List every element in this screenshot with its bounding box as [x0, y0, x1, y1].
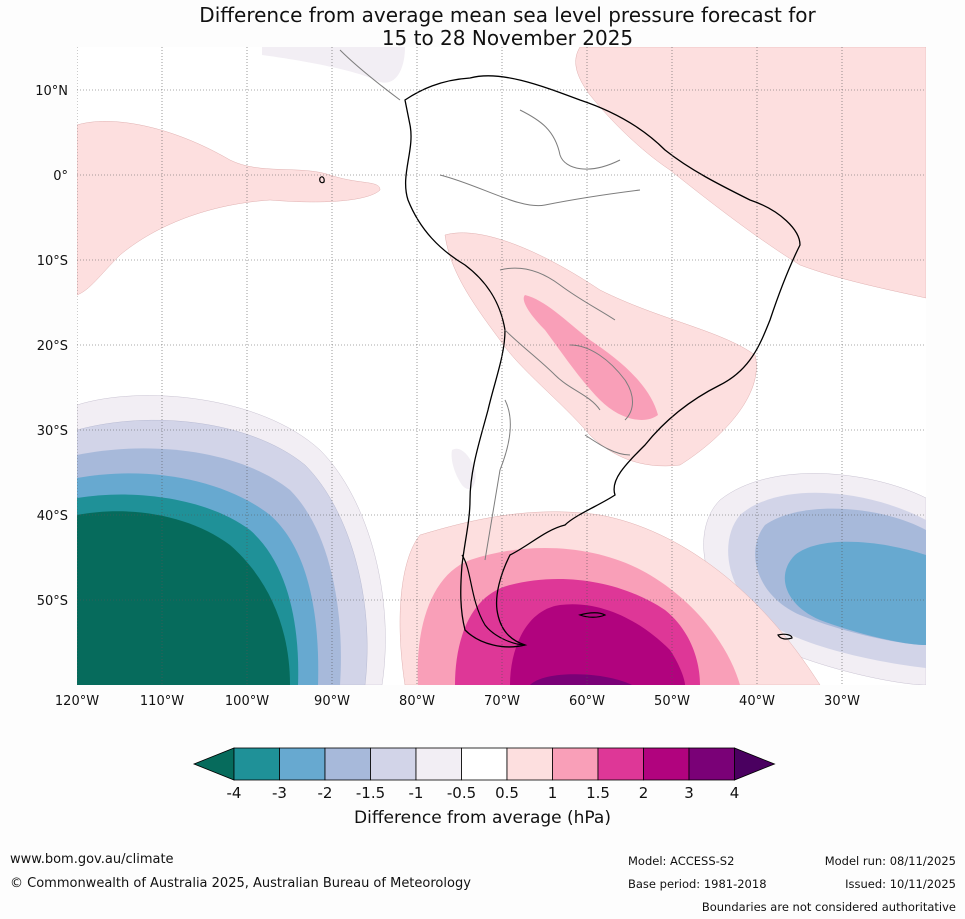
colorbar-tick-label: 1 — [548, 784, 558, 802]
colorbar-swatch — [688, 747, 735, 781]
latitude-gridlines — [77, 89, 926, 601]
country-boundaries — [339, 49, 641, 561]
colorbar-swatch — [552, 747, 599, 781]
lat-label: 30°S — [37, 424, 68, 439]
longitude-gridlines — [77, 47, 843, 685]
colorbar-swatch — [597, 747, 644, 781]
title-line-1: Difference from average mean sea level p… — [199, 3, 816, 27]
lat-label: 50°S — [37, 594, 68, 609]
colorbar-tick-label: 1.5 — [586, 784, 610, 802]
colorbar-extend-low — [192, 747, 235, 781]
latitude-labels: 10°N 0° 10°S 20°S 30°S 40°S 50°S — [35, 84, 68, 609]
lon-label: 90°W — [314, 694, 350, 709]
lon-label: 70°W — [484, 694, 520, 709]
colorbar-swatch — [279, 747, 326, 781]
colorbar-tick-label: 4 — [730, 784, 740, 802]
colorbar-swatch — [415, 747, 462, 781]
footer-model-run: Model run: 08/11/2025 — [824, 854, 956, 868]
lon-label: 60°W — [569, 694, 605, 709]
title-line-2: 15 to 28 November 2025 — [381, 26, 634, 50]
colorbar-tick-label: 0.5 — [495, 784, 519, 802]
lat-label: 10°N — [35, 84, 68, 99]
colorbar-tick-label: 3 — [684, 784, 694, 802]
footer-url[interactable]: www.bom.gov.au/climate — [10, 852, 174, 867]
colorbar-tick-label: -1.5 — [356, 784, 385, 802]
map-panel — [77, 47, 926, 685]
lat-label: 20°S — [37, 339, 68, 354]
lat-label: 10°S — [37, 254, 68, 269]
lon-label: 110°W — [140, 694, 184, 709]
lat-label: 40°S — [37, 509, 68, 524]
footer-model: Model: ACCESS-S2 — [628, 854, 735, 868]
islands — [319, 176, 793, 646]
southern-high-anomaly — [399, 511, 821, 685]
colorbar-swatch — [461, 747, 508, 781]
colorbar-tick-label: -1 — [409, 784, 424, 802]
lat-label: 0° — [53, 169, 68, 184]
map-title: Difference from average mean sea level p… — [0, 4, 965, 50]
colorbar-extend-high — [734, 747, 776, 781]
footer-disclaimer: Boundaries are not considered authoritat… — [701, 900, 956, 914]
colorbar-swatch — [233, 747, 280, 781]
lon-label: 30°W — [824, 694, 860, 709]
lon-label: 50°W — [654, 694, 690, 709]
colorbar-tick-label: -3 — [272, 784, 287, 802]
footer-copyright: © Commonwealth of Australia 2025, Austra… — [10, 876, 471, 891]
northern-high-anomaly — [77, 47, 926, 490]
footer-issued: Issued: 10/11/2025 — [845, 877, 956, 891]
pacific-low-anomaly — [77, 395, 386, 685]
south-america-coastline — [404, 75, 801, 648]
colorbar-swatch — [506, 747, 553, 781]
colorbar-tick-label: -4 — [227, 784, 242, 802]
longitude-labels: 120°W 110°W 100°W 90°W 80°W 70°W 60°W 50… — [55, 694, 860, 709]
lon-label: 40°W — [739, 694, 775, 709]
lon-label: 100°W — [225, 694, 269, 709]
colorbar-tick-label: 2 — [639, 784, 649, 802]
colorbar-tick-label: -2 — [318, 784, 333, 802]
colorbar: -4 -3 -2 -1.5 -1 -0.5 0.5 1 1.5 2 3 4 — [192, 747, 776, 802]
colorbar-swatch — [324, 747, 371, 781]
colorbar-tick-label: -0.5 — [447, 784, 476, 802]
colorbar-title: Difference from average (hPa) — [354, 808, 611, 828]
lon-label: 120°W — [55, 694, 99, 709]
colorbar-swatch — [643, 747, 690, 781]
colorbar-swatch — [370, 747, 417, 781]
lon-label: 80°W — [399, 694, 435, 709]
footer-base-period: Base period: 1981-2018 — [628, 877, 767, 891]
